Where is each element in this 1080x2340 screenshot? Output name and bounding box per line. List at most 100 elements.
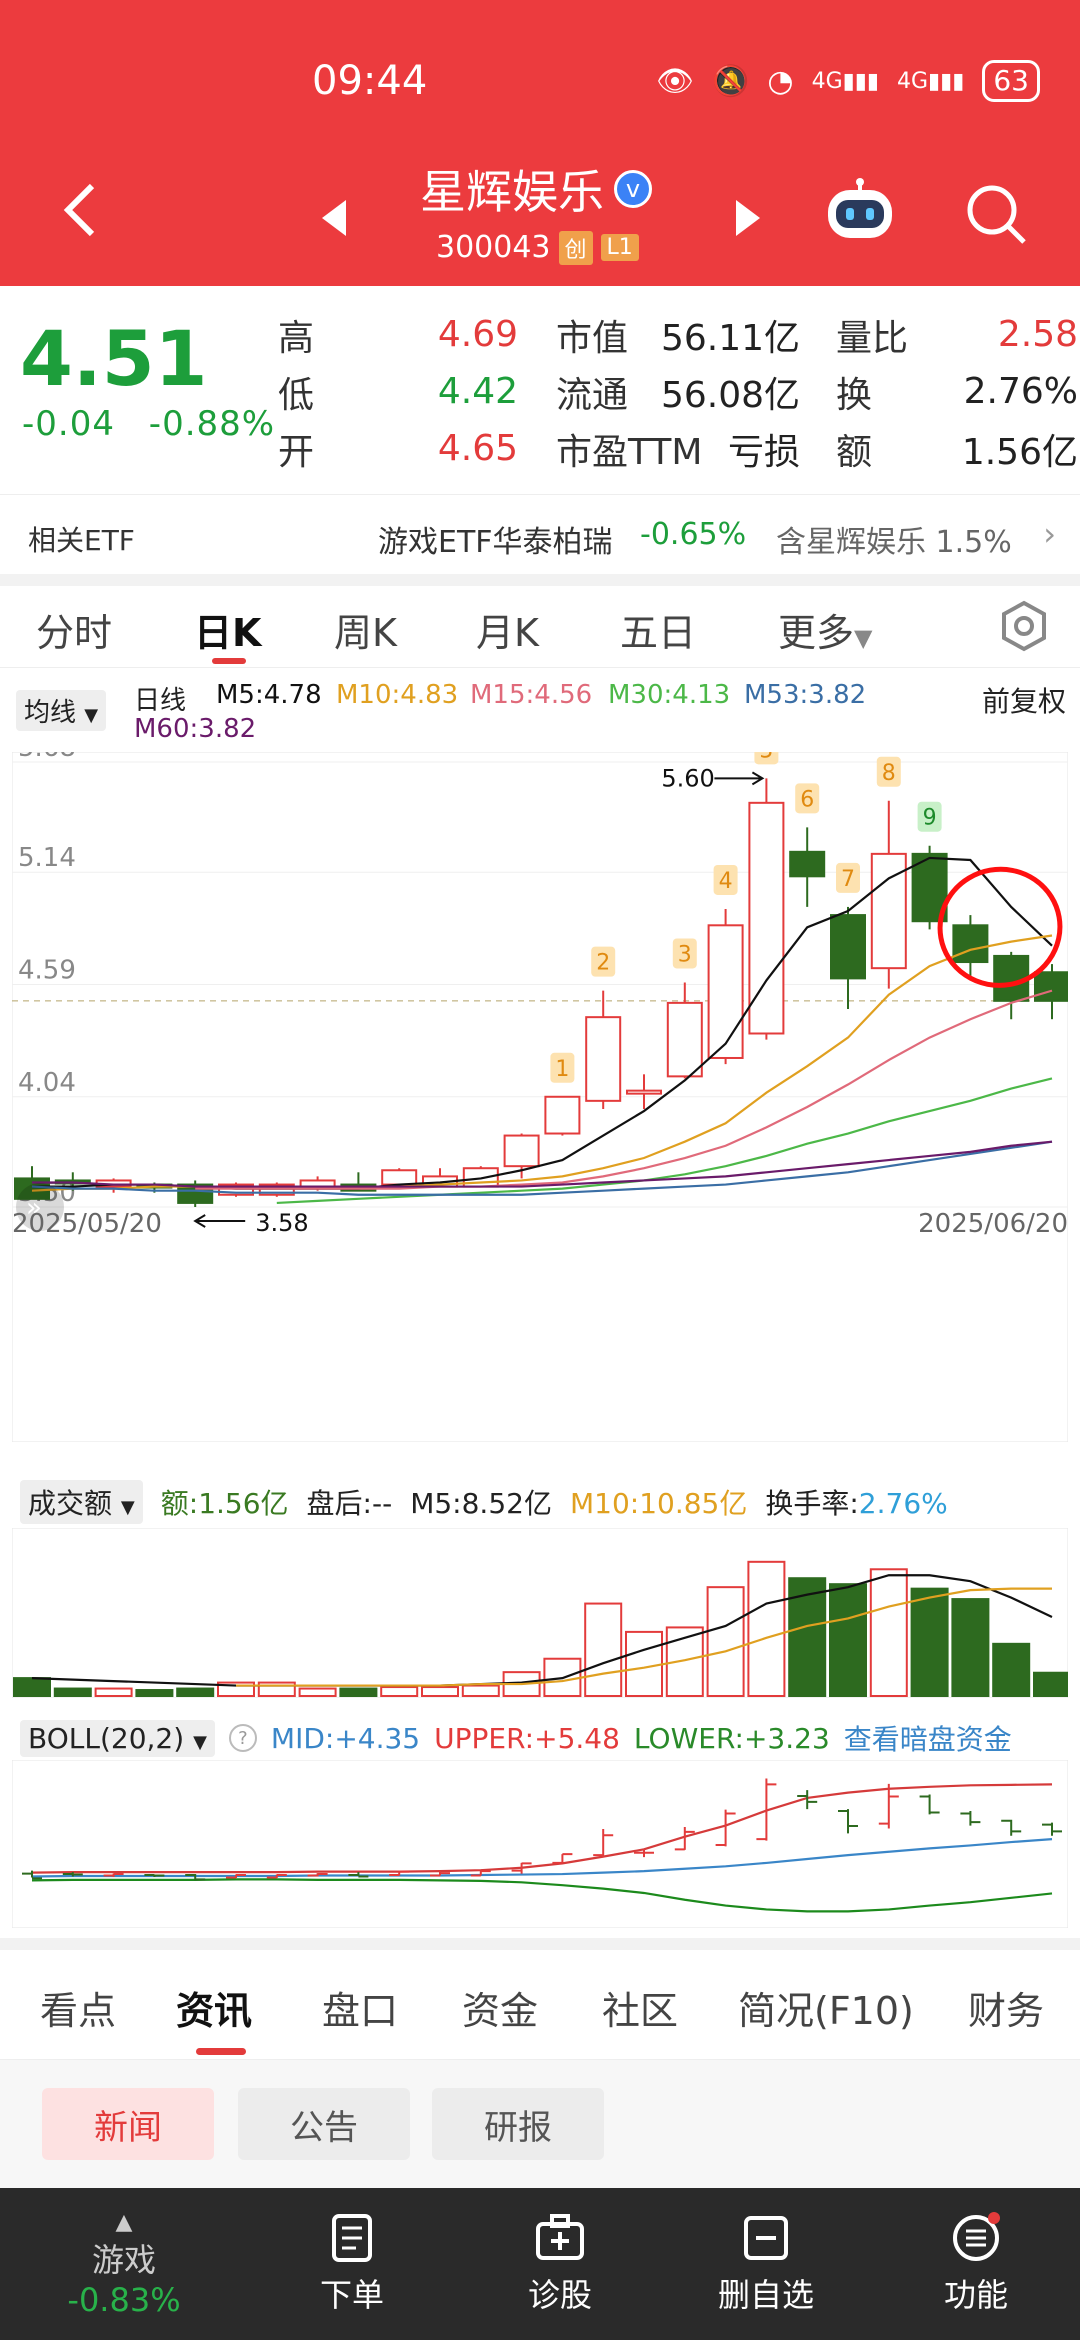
adjust-mode[interactable]: 前复权 <box>981 685 1066 718</box>
tab-financials[interactable]: 财务 <box>968 1989 1045 2033</box>
tab-daily-k[interactable]: 日K <box>194 611 262 655</box>
signal-marker <box>795 783 820 814</box>
document-icon <box>332 2214 372 2262</box>
quote-row-low: 低 4.42 <box>278 371 518 416</box>
next-stock-icon[interactable] <box>736 200 760 236</box>
change-percent: -0.88% <box>148 404 276 444</box>
tab-more[interactable]: 更多▼ <box>778 611 873 655</box>
related-etf-row[interactable]: 相关ETF 游戏ETF华泰柏瑞 -0.65% 含星辉娱乐 1.5% › <box>0 494 1080 574</box>
low-price-label: 3.58 <box>255 1209 308 1237</box>
search-icon[interactable] <box>962 180 1028 246</box>
status-time: 09:44 <box>312 58 428 104</box>
etf-name[interactable]: 游戏ETF华泰柏瑞 <box>378 525 613 560</box>
back-icon[interactable] <box>60 180 100 240</box>
menu-circle-icon <box>953 2212 1000 2261</box>
verified-icon: v <box>614 170 652 208</box>
candle-body <box>707 924 744 1059</box>
y-tick-label: 4.59 <box>18 956 76 986</box>
filter-research[interactable]: 研报 <box>432 2088 604 2160</box>
signal-marker-label: 2 <box>596 951 610 976</box>
candle-body <box>870 852 907 970</box>
ohlc-bar <box>797 1790 818 1810</box>
tab-profile[interactable]: 简况(F10) <box>738 1989 914 2033</box>
signal-marker <box>672 938 697 969</box>
chevron-right-icon[interactable]: › <box>1043 515 1056 553</box>
boll-chart[interactable] <box>12 1760 1068 1928</box>
quote-row-amount: 额 1.56亿 <box>836 431 1078 473</box>
ohlc-bar <box>960 1811 981 1826</box>
signal-marker <box>917 801 942 832</box>
volume-chart[interactable] <box>12 1528 1068 1698</box>
tab-order-book[interactable]: 盘口 <box>322 1989 399 2033</box>
dark-pool-link[interactable]: 查看暗盘资金 <box>843 1723 1012 1756</box>
tab-news[interactable]: 资讯 <box>176 1989 253 2033</box>
stock-code-row: 300043 创 L1 <box>436 230 639 265</box>
ohlc-bar <box>838 1809 858 1834</box>
signal-marker <box>876 756 901 787</box>
ohlc-bar <box>266 1874 287 1879</box>
candle-body <box>381 1169 418 1186</box>
volume-m10: M10:10.85亿 <box>569 1487 748 1520</box>
gear-icon[interactable] <box>998 600 1050 652</box>
sector-indicator[interactable]: ▲ 游戏 -0.83% <box>44 2188 204 2340</box>
signal-marker-label: 4 <box>719 869 733 894</box>
filter-announcements[interactable]: 公告 <box>238 2088 410 2160</box>
quote-row-turnover: 换 2.76% <box>836 371 1078 416</box>
volume-selector[interactable]: 成交额 ▼ <box>20 1480 143 1524</box>
caret-down-icon: ▼ <box>854 624 873 652</box>
active-tab-indicator <box>212 658 246 664</box>
divider <box>0 574 1080 586</box>
candle-body <box>503 1134 540 1168</box>
remove-watchlist-label: 删自选 <box>717 2276 814 2314</box>
tab-five-day[interactable]: 五日 <box>620 611 697 655</box>
ohlc-bar <box>878 1783 899 1829</box>
ohlc-bar <box>715 1809 736 1847</box>
signal-icon-2: 4G▮▮▮ <box>896 68 965 94</box>
ohlc-bar <box>185 1874 206 1881</box>
tab-monthly-k[interactable]: 月K <box>476 611 539 655</box>
tab-capital[interactable]: 资金 <box>462 1989 539 2033</box>
diagnose-button[interactable]: 诊股 <box>480 2188 640 2340</box>
ohlc-bar <box>1042 1822 1062 1836</box>
remove-watchlist-button[interactable]: 删自选 <box>686 2188 846 2340</box>
stock-name: 星辉娱乐 v <box>420 156 652 222</box>
prev-stock-icon[interactable] <box>322 200 346 236</box>
ma-line-m53 <box>31 1140 1053 1196</box>
order-button[interactable]: 下单 <box>272 2188 432 2340</box>
filter-news[interactable]: 新闻 <box>42 2088 214 2160</box>
ma-selector[interactable]: 均线 ▼ <box>16 690 107 731</box>
candle-body <box>748 801 785 1035</box>
tab-community[interactable]: 社区 <box>602 1989 679 2033</box>
robot-assistant-icon[interactable] <box>822 178 898 244</box>
tab-intraday[interactable]: 分时 <box>36 611 113 655</box>
quote-row-open: 开 4.65 <box>278 428 518 473</box>
high-price-arrow <box>714 771 765 786</box>
functions-label: 功能 <box>943 2276 1008 2314</box>
volume-bar <box>1033 1671 1068 1698</box>
functions-button[interactable]: 功能 <box>896 2188 1056 2340</box>
expand-icon <box>16 1183 64 1231</box>
indicator-selector[interactable]: BOLL(20,2) ▼ <box>20 1719 215 1757</box>
candle-body <box>585 1016 622 1102</box>
date-start: 2025/05/20 <box>12 1209 162 1239</box>
volume-m10-line <box>236 1587 1052 1687</box>
signal-marker <box>754 752 779 765</box>
mute-icon: 🔕 <box>712 63 750 99</box>
etf-label: 相关ETF <box>28 524 135 557</box>
volume-bar <box>53 1687 92 1698</box>
tab-weekly-k[interactable]: 周K <box>334 611 397 655</box>
quote-row-high: 高 4.69 <box>278 314 518 359</box>
order-label: 下单 <box>319 2276 384 2314</box>
volume-bar <box>94 1687 133 1698</box>
annotation-circle <box>937 866 1063 988</box>
candle-body <box>952 924 989 964</box>
volume-bar <box>339 1687 378 1698</box>
help-icon[interactable]: ? <box>228 1724 257 1752</box>
quote-panel: 4.51 -0.04 -0.88% 高 4.69 低 4.42 开 4.65 市值 56… <box>0 286 1080 492</box>
ma-line-m15 <box>195 989 1053 1190</box>
boll-lower: LOWER:+3.23 <box>633 1721 830 1755</box>
volume-bar <box>829 1583 867 1698</box>
kline-chart[interactable]: 5.685.144.594.043.501234567895.603.58»20… <box>12 752 1068 1442</box>
ohlc-bar <box>103 1873 124 1877</box>
tab-highlights[interactable]: 看点 <box>40 1989 117 2033</box>
